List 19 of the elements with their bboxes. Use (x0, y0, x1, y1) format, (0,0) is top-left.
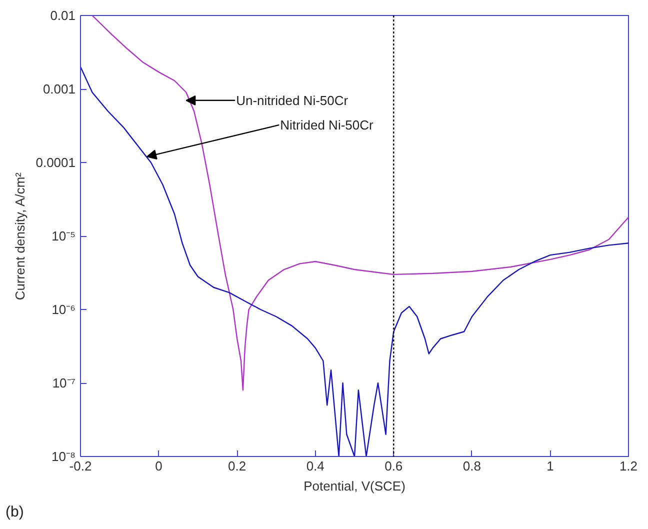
x-tick-label: 1 (546, 458, 554, 474)
text: (b) (6, 504, 24, 520)
annotation: Nitrided Ni-50Cr (280, 117, 374, 132)
x-tick-label: 0.8 (462, 458, 481, 474)
x-tick-label: 0.6 (384, 458, 403, 474)
y-tick-label: 10⁻⁷ (52, 376, 76, 390)
x-tick-label: 0.2 (228, 458, 246, 474)
x-tick-label: 0 (155, 458, 162, 474)
x-tick-label: 0.4 (306, 458, 324, 474)
line-series (92, 16, 628, 391)
x-axis-title: Potential, V(SCE) (304, 478, 406, 494)
y-tick-label: 0.0001 (36, 155, 76, 170)
y-tick-label: 10⁻⁶ (52, 302, 76, 317)
y-tick-label: 10⁻⁵ (52, 228, 76, 244)
y-tick-label: 0.001 (42, 82, 76, 96)
x-tick-label: 1.2 (619, 458, 638, 474)
y-tick-label: 0.01 (50, 8, 76, 23)
annotation: Un-nitrided Ni-50Cr (236, 92, 349, 108)
y-axis-title: Current density, A/cm² (12, 172, 28, 300)
